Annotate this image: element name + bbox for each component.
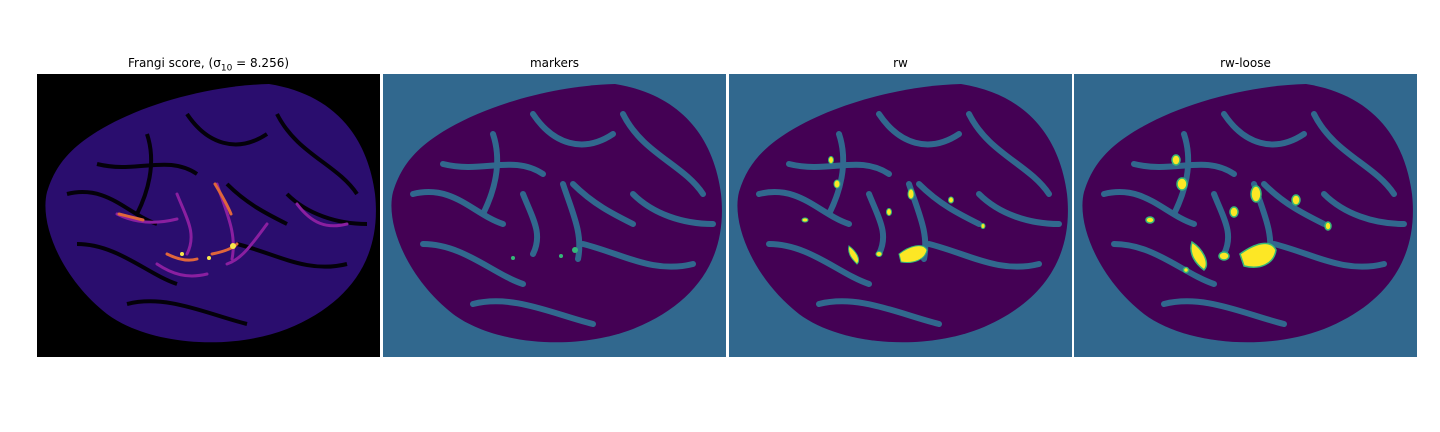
frangi-title-tail: = 8.256) [232,56,290,70]
frangi-title-text: Frangi score, (σ [127,56,221,70]
panel-rw: rw [729,0,1072,432]
rw-loose-image-svg [1074,74,1417,357]
panel-title-rw: rw [893,56,908,70]
frangi-image [37,74,380,357]
panel-title-frangi: Frangi score, (σ10 = 8.256) [37,56,380,73]
frangi-title-subscript: 10 [220,63,233,74]
panel-title-rw-loose: rw-loose [1220,56,1271,70]
rw-loose-image [1074,74,1417,357]
panel-frangi-score: Frangi score, (σ10 = 8.256) [37,0,380,432]
rw-image [729,74,1072,357]
frangi-image-svg [37,74,380,357]
panel-rw-loose: rw-loose [1074,0,1417,432]
rw-image-svg [729,74,1072,357]
panel-markers: markers [383,0,726,432]
markers-image-svg [383,74,726,357]
markers-image [383,74,726,357]
panel-title-markers: markers [529,56,580,70]
